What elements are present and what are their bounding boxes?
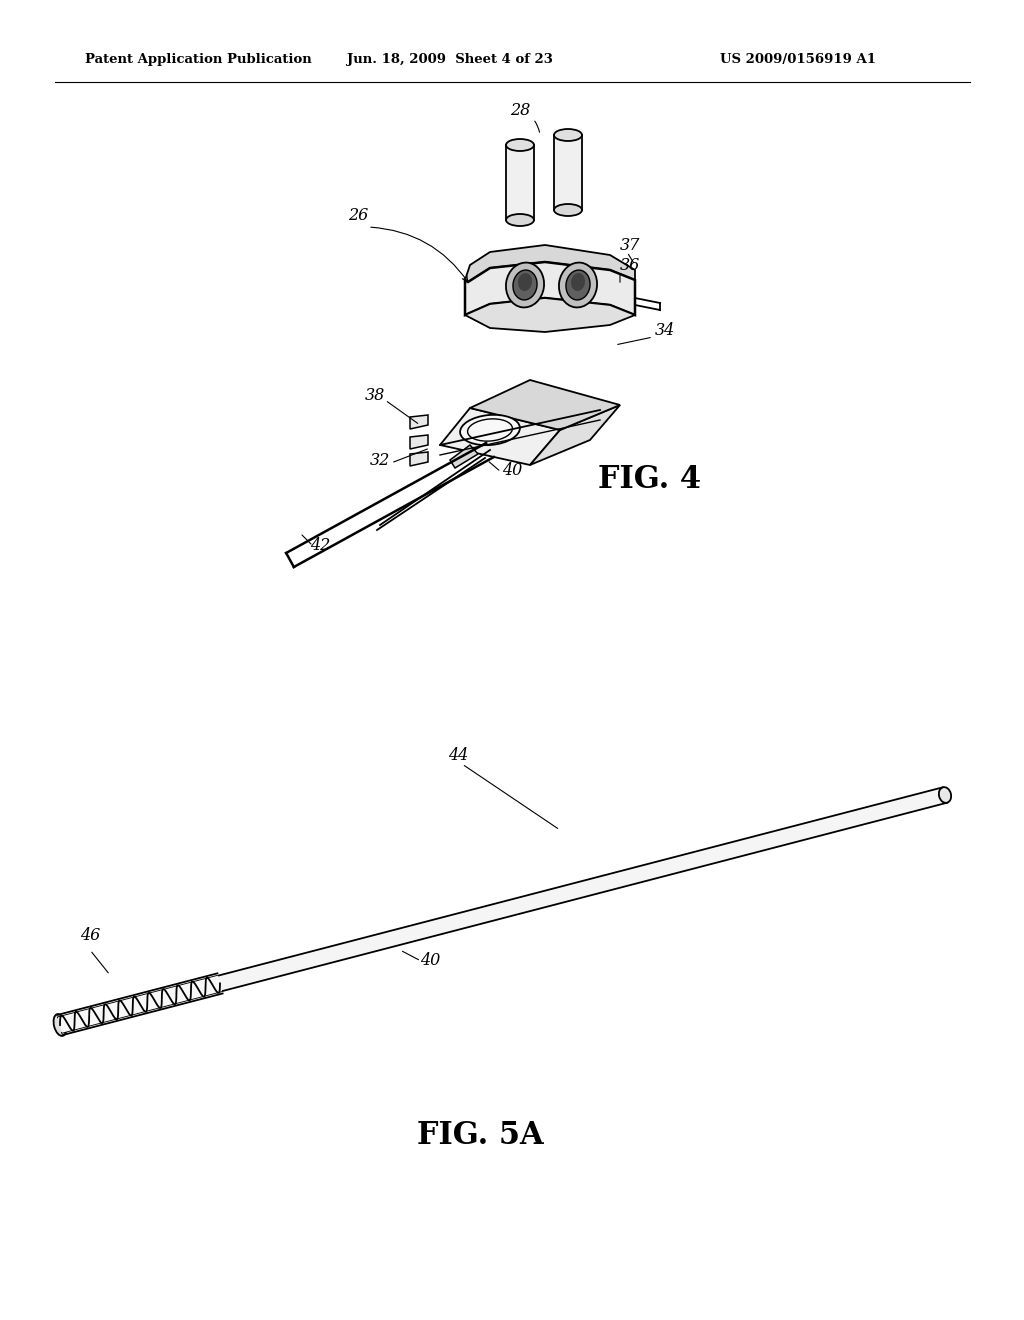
Ellipse shape <box>513 271 537 300</box>
Ellipse shape <box>506 214 534 226</box>
Ellipse shape <box>554 205 582 216</box>
Polygon shape <box>465 261 635 315</box>
Text: 28: 28 <box>510 102 540 132</box>
Text: FIG. 5A: FIG. 5A <box>417 1119 544 1151</box>
Ellipse shape <box>53 1014 67 1036</box>
Text: Patent Application Publication: Patent Application Publication <box>85 54 311 66</box>
Text: US 2009/0156919 A1: US 2009/0156919 A1 <box>720 54 876 66</box>
Ellipse shape <box>571 273 585 290</box>
Text: 26: 26 <box>348 207 369 224</box>
Text: 34: 34 <box>655 322 675 339</box>
Polygon shape <box>58 787 947 1032</box>
Polygon shape <box>440 408 560 465</box>
Polygon shape <box>410 414 428 429</box>
Polygon shape <box>554 135 582 210</box>
Text: Jun. 18, 2009  Sheet 4 of 23: Jun. 18, 2009 Sheet 4 of 23 <box>347 54 553 66</box>
Text: 46: 46 <box>80 927 100 944</box>
Polygon shape <box>410 451 428 466</box>
Polygon shape <box>506 145 534 220</box>
Polygon shape <box>450 445 478 469</box>
Text: 40: 40 <box>502 462 522 479</box>
Polygon shape <box>530 405 620 465</box>
Ellipse shape <box>460 414 520 445</box>
Polygon shape <box>465 246 635 282</box>
Ellipse shape <box>518 273 532 290</box>
Text: FIG. 4: FIG. 4 <box>598 465 701 495</box>
Ellipse shape <box>554 129 582 141</box>
Text: 36: 36 <box>620 257 640 275</box>
Text: 44: 44 <box>449 747 468 764</box>
Text: 38: 38 <box>365 387 385 404</box>
Text: 42: 42 <box>310 537 331 554</box>
Ellipse shape <box>559 263 597 308</box>
Text: 40: 40 <box>420 952 440 969</box>
Text: 32: 32 <box>370 451 390 469</box>
Ellipse shape <box>566 271 590 300</box>
Polygon shape <box>410 436 428 449</box>
Ellipse shape <box>506 263 544 308</box>
Ellipse shape <box>939 787 951 803</box>
Polygon shape <box>58 975 222 1032</box>
Polygon shape <box>465 298 635 333</box>
Text: 37: 37 <box>620 238 640 253</box>
Polygon shape <box>470 380 620 430</box>
Ellipse shape <box>506 139 534 150</box>
